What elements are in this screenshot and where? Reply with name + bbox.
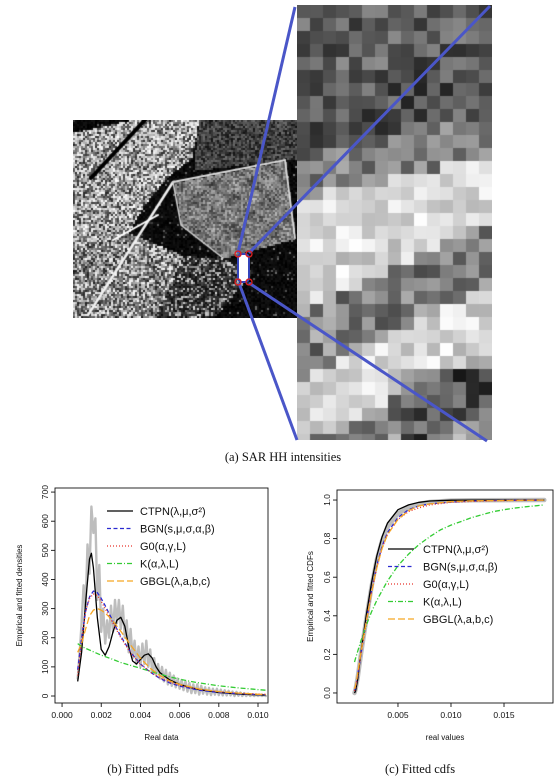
x-tick-label: 0.005 [387, 710, 409, 720]
legend-label: GBGL(λ,a,b,c) [140, 576, 210, 588]
legend: CTPN(λ,μ,σ²) BGN(s,μ,σ,α,β) G0(α,γ,L) K(α,λ… [107, 506, 215, 588]
fitted-pdfs-chart: 0.000 0.002 0.004 0.006 0.008 0.010 0 100 200 300… [15, 485, 269, 742]
x-axis-label: real values [426, 733, 465, 742]
legend-label: CTPN(λ,μ,σ²) [423, 544, 489, 556]
sar-zoom-image [297, 5, 492, 440]
plot-frame [336, 489, 554, 704]
legend-label: GBGL(λ,a,b,c) [423, 614, 493, 626]
caption-c: (c) Fitted cdfs [384, 762, 456, 776]
k-cdf-curve [353, 504, 545, 663]
y-tick-label: 300 [40, 601, 50, 615]
x-tick-label: 0.002 [91, 710, 113, 720]
y-tick-label: 0 [40, 693, 50, 698]
x-tick-label: 0.010 [440, 710, 462, 720]
legend-label: BGN(s,μ,σ,α,β) [140, 524, 215, 536]
plot-area [352, 497, 547, 696]
y-tick-label: 100 [40, 660, 50, 674]
fitted-cdfs-chart: 0.005 0.010 0.015 0.0 0.2 0.4 0.6 0.8 1.0 real va… [306, 489, 554, 742]
y-tick-label: 400 [40, 572, 50, 586]
y-tick-label: 700 [40, 485, 50, 499]
y-tick-label: 0.4 [322, 610, 332, 622]
x-axis-label: Real data [144, 733, 179, 742]
legend-label: G0(α,γ,L) [140, 541, 186, 553]
y-tick-label: 0.6 [322, 571, 332, 583]
g0-density-curve [77, 593, 266, 695]
caption-b: (b) Fitted pdfs [107, 762, 179, 776]
x-tick-label: 0.015 [493, 710, 515, 720]
caption-a: (a) SAR HH intensities [224, 450, 342, 464]
y-tick-label: 1.0 [322, 494, 332, 506]
x-tick-label: 0.010 [247, 710, 269, 720]
legend-label: K(α,λ,L) [140, 559, 179, 571]
legend-label: BGN(s,μ,σ,α,β) [423, 562, 498, 574]
y-tick-label: 500 [40, 543, 50, 557]
g0-cdf-curve [353, 499, 545, 692]
legend-label: CTPN(λ,μ,σ²) [140, 506, 206, 518]
x-tick-label: 0.000 [51, 710, 73, 720]
legend-label: G0(α,γ,L) [423, 579, 469, 591]
gbgl-density-curve [77, 607, 266, 696]
x-tick-label: 0.006 [169, 710, 191, 720]
plot-frame [54, 487, 269, 704]
plot-area [76, 505, 267, 698]
y-tick-label: 600 [40, 514, 50, 528]
y-tick-label: 0.2 [322, 648, 332, 660]
y-axis-label: Empirical and fitted densities [15, 545, 24, 647]
x-tick-label: 0.004 [130, 710, 152, 720]
sar-image [73, 120, 297, 318]
gbgl-cdf-curve [353, 499, 545, 690]
y-tick-label: 0.8 [322, 532, 332, 544]
y-tick-label: 200 [40, 630, 50, 644]
empirical-density-curve [76, 505, 267, 698]
legend: CTPN(λ,μ,σ²) BGN(s,μ,σ,α,β) G0(α,γ,L) K(α,λ… [388, 544, 498, 626]
y-tick-label: 0.0 [322, 687, 332, 699]
legend-label: K(α,λ,L) [423, 597, 462, 609]
x-tick-label: 0.008 [208, 710, 230, 720]
y-axis-label: Empirical and fitted CDFs [306, 551, 315, 642]
